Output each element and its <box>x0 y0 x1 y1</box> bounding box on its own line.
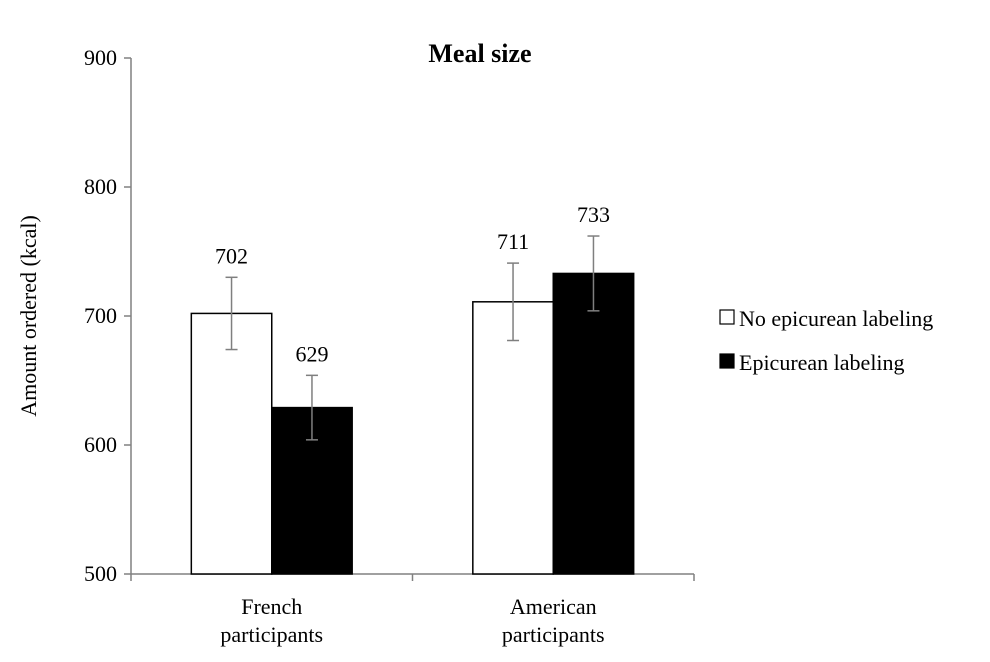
data-label: 733 <box>577 202 610 227</box>
y-tick-label: 500 <box>84 561 117 586</box>
data-label: 702 <box>215 243 248 268</box>
legend: No epicurean labeling Epicurean labeling <box>719 306 933 375</box>
legend-label: No epicurean labeling <box>739 306 933 331</box>
x-category-label: French participants <box>220 594 323 647</box>
y-axis: 500 600 700 800 900 <box>84 45 132 586</box>
y-tick-label: 600 <box>84 432 117 457</box>
x-category-label-line: American <box>510 594 597 619</box>
y-tick-label: 800 <box>84 174 117 199</box>
data-label: 629 <box>295 341 328 366</box>
y-axis-label: Amount ordered (kcal) <box>16 215 41 417</box>
bar <box>190 312 273 575</box>
x-category-label: American participants <box>502 594 605 647</box>
legend-swatch <box>719 353 735 369</box>
y-tick-label: 900 <box>84 45 117 70</box>
bar <box>472 301 554 575</box>
y-tick-label: 700 <box>84 303 117 328</box>
bar <box>552 272 635 575</box>
bars <box>190 272 635 575</box>
legend-label: Epicurean labeling <box>739 350 905 375</box>
x-category-label-line: participants <box>502 622 605 647</box>
legend-swatch <box>719 309 735 325</box>
error-bars <box>225 235 600 441</box>
x-category-label-line: participants <box>220 622 323 647</box>
data-labels: 702 629 711 733 <box>215 202 610 366</box>
x-axis: French participants American participants <box>130 573 695 647</box>
chart-title: Meal size <box>428 39 531 68</box>
x-category-label-line: French <box>241 594 302 619</box>
data-label: 711 <box>497 229 529 254</box>
